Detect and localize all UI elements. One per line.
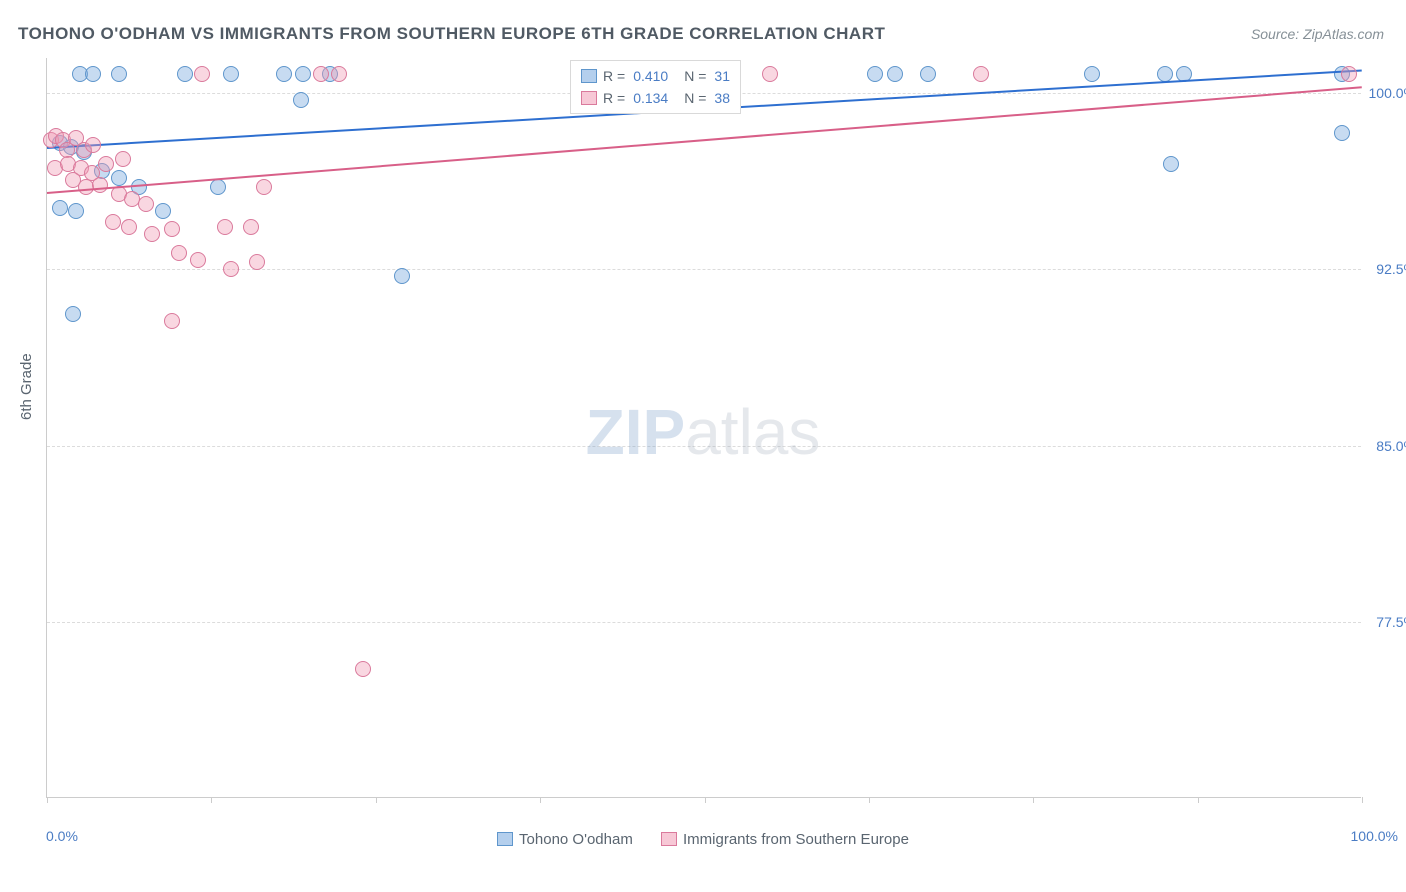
scatter-point [210, 179, 226, 195]
scatter-point [355, 661, 371, 677]
scatter-point [121, 219, 137, 235]
scatter-point [171, 245, 187, 261]
legend-item-tohono: Tohono O'odham [497, 831, 633, 848]
scatter-point [164, 221, 180, 237]
scatter-point [85, 66, 101, 82]
scatter-point [243, 219, 259, 235]
series-legend: Tohono O'odham Immigrants from Southern … [0, 831, 1406, 851]
n-value: 31 [714, 68, 730, 84]
scatter-point [217, 219, 233, 235]
scatter-point [249, 254, 265, 270]
source-attribution: Source: ZipAtlas.com [1251, 26, 1384, 42]
scatter-point [295, 66, 311, 82]
scatter-point [85, 137, 101, 153]
y-tick-label: 77.5% [1376, 614, 1406, 630]
scatter-point [1163, 156, 1179, 172]
scatter-point [331, 66, 347, 82]
n-label: N = [684, 90, 706, 106]
scatter-point [144, 226, 160, 242]
gridline [47, 446, 1361, 447]
r-value: 0.410 [633, 68, 668, 84]
n-label: N = [684, 68, 706, 84]
scatter-point [98, 156, 114, 172]
scatter-point [177, 66, 193, 82]
scatter-point [105, 214, 121, 230]
scatter-point [394, 268, 410, 284]
scatter-point [138, 196, 154, 212]
scatter-point [111, 170, 127, 186]
y-tick-label: 92.5% [1376, 261, 1406, 277]
scatter-point [190, 252, 206, 268]
legend-label: Immigrants from Southern Europe [683, 831, 909, 848]
scatter-point [164, 313, 180, 329]
x-tick-mark [869, 797, 870, 803]
scatter-point [1341, 66, 1357, 82]
y-axis-label: 6th Grade [18, 353, 35, 420]
scatter-point [223, 66, 239, 82]
swatch-blue [497, 832, 513, 846]
x-tick-mark [540, 797, 541, 803]
scatter-point [65, 306, 81, 322]
swatch-blue [581, 69, 597, 83]
x-tick-mark [376, 797, 377, 803]
x-tick-mark [705, 797, 706, 803]
r-value: 0.134 [633, 90, 668, 106]
scatter-point [973, 66, 989, 82]
r-label: R = [603, 68, 625, 84]
scatter-point [115, 151, 131, 167]
scatter-point [194, 66, 210, 82]
r-label: R = [603, 90, 625, 106]
n-value: 38 [714, 90, 730, 106]
gridline [47, 622, 1361, 623]
scatter-point [256, 179, 272, 195]
scatter-point [68, 203, 84, 219]
scatter-point [92, 177, 108, 193]
scatter-point [313, 66, 329, 82]
legend-row-tohono: R = 0.410 N = 31 [581, 65, 730, 87]
legend-label: Tohono O'odham [519, 831, 633, 848]
correlation-legend: R = 0.410 N = 31 R = 0.134 N = 38 [570, 60, 741, 114]
x-tick-mark [1198, 797, 1199, 803]
scatter-point [920, 66, 936, 82]
x-tick-mark [211, 797, 212, 803]
swatch-pink [661, 832, 677, 846]
scatter-point [762, 66, 778, 82]
scatter-point [1334, 125, 1350, 141]
scatter-point [887, 66, 903, 82]
x-tick-mark [1362, 797, 1363, 803]
scatter-point [223, 261, 239, 277]
scatter-point [111, 66, 127, 82]
y-tick-label: 85.0% [1376, 438, 1406, 454]
scatter-point [293, 92, 309, 108]
gridline [47, 269, 1361, 270]
x-tick-mark [1033, 797, 1034, 803]
x-tick-mark [47, 797, 48, 803]
legend-row-immigrants: R = 0.134 N = 38 [581, 87, 730, 109]
chart-title: TOHONO O'ODHAM VS IMMIGRANTS FROM SOUTHE… [18, 24, 885, 44]
legend-item-immigrants: Immigrants from Southern Europe [661, 831, 909, 848]
scatter-point [1084, 66, 1100, 82]
scatter-point [52, 200, 68, 216]
scatter-point [155, 203, 171, 219]
scatter-point [276, 66, 292, 82]
swatch-pink [581, 91, 597, 105]
y-tick-label: 100.0% [1369, 85, 1406, 101]
plot-area: 100.0%92.5%85.0%77.5% [46, 58, 1361, 798]
scatter-point [867, 66, 883, 82]
